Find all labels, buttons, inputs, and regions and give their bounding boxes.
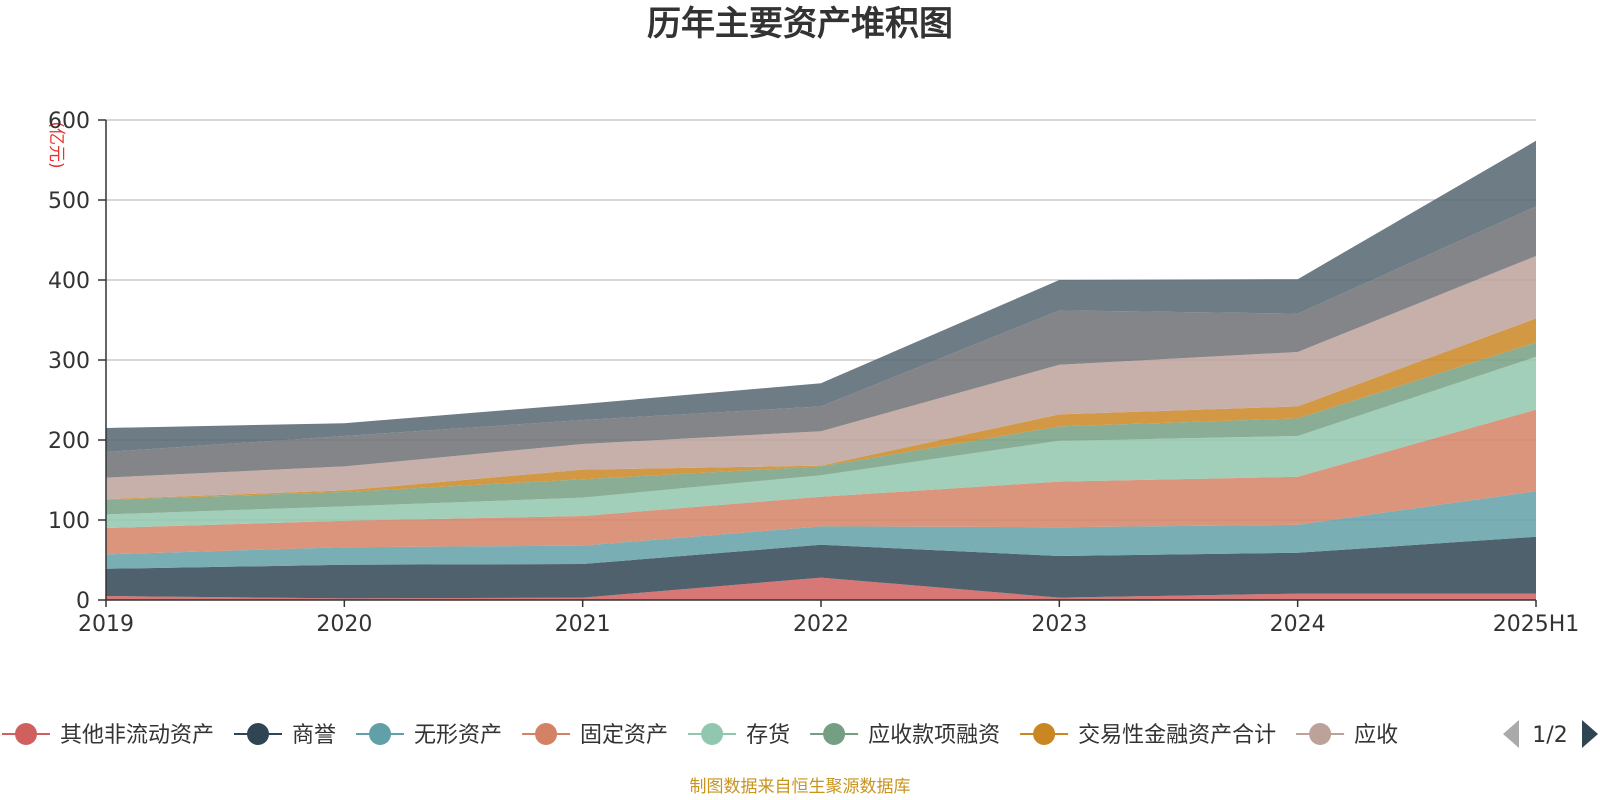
area-series-9 — [106, 206, 1536, 478]
legend-item[interactable]: 无形资产 — [356, 723, 502, 748]
legend-page-indicator: 1/2 — [1532, 723, 1567, 748]
data-source-note: 制图数据来自恒生聚源数据库 — [690, 777, 911, 797]
area-series-4 — [106, 409, 1536, 555]
legend-label: 商誉 — [292, 723, 336, 748]
legend-circle-icon — [535, 723, 558, 745]
y-tick-label: 300 — [48, 349, 90, 374]
legend-item[interactable]: 交易性金融资产合计 — [1020, 723, 1276, 748]
legend-next-page-icon[interactable] — [1582, 720, 1598, 748]
legend-label: 固定资产 — [580, 723, 668, 748]
y-tick-label: 400 — [48, 269, 90, 294]
y-tick-label: 100 — [48, 509, 90, 534]
y-tick-label: 0 — [76, 589, 90, 614]
legend-circle-icon — [247, 723, 270, 745]
legend-circle-icon — [1309, 723, 1332, 745]
x-tick-label: 2019 — [78, 612, 134, 637]
x-tick-label: 2024 — [1270, 612, 1326, 637]
legend-circle-icon — [701, 723, 724, 745]
legend-circle-icon — [369, 723, 392, 745]
y-axis-unit-label: (亿元) — [46, 121, 66, 168]
x-tick-label: 2023 — [1031, 612, 1087, 637]
legend-label: 应收 — [1354, 723, 1398, 748]
x-tick-label: 2025H1 — [1493, 612, 1580, 637]
area-series-10 — [106, 140, 1536, 453]
legend-item[interactable]: 应收款项融资 — [810, 723, 1000, 748]
legend-label: 无形资产 — [414, 723, 502, 748]
area-series-8 — [106, 256, 1536, 500]
area-series — [106, 140, 1536, 600]
area-series-1 — [106, 577, 1536, 600]
legend-circle-icon — [1033, 723, 1056, 745]
legend-label: 其他非流动资产 — [60, 723, 214, 748]
y-tick-label: 600 — [48, 109, 90, 134]
area-series-5 — [106, 356, 1536, 528]
legend-pager: 1/2 — [1503, 720, 1598, 748]
legend-circle-icon — [15, 723, 37, 745]
area-series-2 — [106, 536, 1536, 599]
legend-prev-page-icon[interactable] — [1503, 720, 1519, 748]
legend-item[interactable]: 存货 — [688, 723, 790, 748]
legend-item[interactable]: 固定资产 — [522, 723, 668, 748]
legend-item[interactable]: 商誉 — [234, 723, 336, 748]
legend-label: 存货 — [746, 723, 790, 748]
area-series-6 — [106, 342, 1536, 515]
x-tick-label: 2021 — [555, 612, 611, 637]
legend-label: 交易性金融资产合计 — [1078, 723, 1276, 748]
area-series-7 — [106, 318, 1536, 500]
y-tick-label: 500 — [48, 189, 90, 214]
x-tick-label: 2022 — [793, 612, 849, 637]
legend-circle-icon — [823, 723, 846, 745]
chart-title: 历年主要资产堆积图 — [647, 4, 953, 44]
x-tick-label: 2020 — [316, 612, 372, 637]
legend-item[interactable]: 应收 — [1296, 723, 1398, 748]
area-series-3 — [106, 491, 1536, 569]
legend: 其他非流动资产 商誉 无形资产 固定资产 存货 应收款项融资 交易性金融资产合计 应收 — [2, 723, 1398, 748]
axes: 0 100 200 300 400 500 600 2019 2020 2021 2022 2023 2… — [48, 109, 1579, 637]
y-tick-label: 200 — [48, 429, 90, 454]
legend-label: 应收款项融资 — [868, 723, 1000, 748]
legend-item[interactable]: 其他非流动资产 — [2, 723, 214, 748]
